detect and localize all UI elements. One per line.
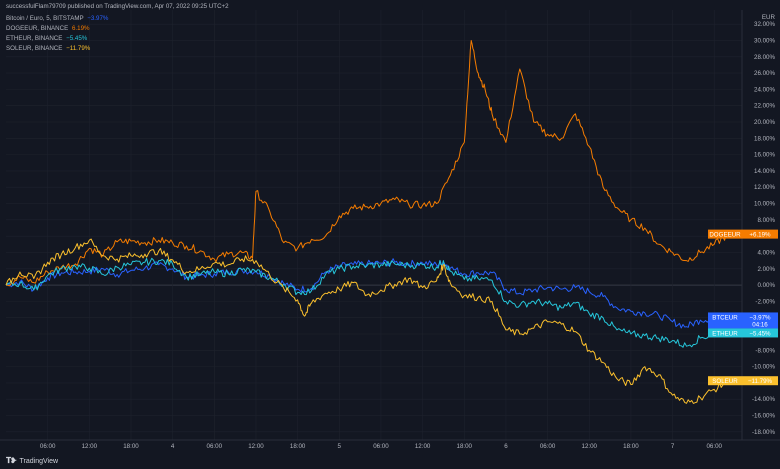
price-tag-value: −5.45% [749, 330, 771, 337]
x-tick-label: 06:00 [540, 443, 556, 450]
price-tag-symbol-box [708, 376, 742, 386]
x-tick-label: 06:00 [373, 443, 389, 450]
price-tag-symbol-box [708, 229, 742, 239]
y-axis-currency-label: EUR [762, 14, 776, 21]
x-tick-label: 18:00 [623, 443, 639, 450]
legend-label: DOGEEUR, BINANCE [6, 25, 69, 32]
price-tag-symbol: DOGEEUR [709, 232, 741, 239]
legend-item-etheur[interactable]: ETHEUR, BINANCE −5.45% [6, 35, 87, 42]
price-tag-dogeeur: DOGEEUR +6.19% [708, 229, 778, 239]
price-tag-symbol-box [708, 312, 742, 329]
price-tag-value: −11.79% [748, 378, 773, 385]
x-tick-label: 4 [171, 443, 175, 450]
x-tick-label: 6 [504, 443, 508, 450]
legend-label: ETHEUR, BINANCE [6, 35, 63, 42]
y-tick-label: 20.00% [754, 119, 775, 126]
price-tag-value-box [742, 312, 778, 329]
series-line-soleur [5, 238, 729, 404]
tradingview-logo-icon: 𝐓❥ [6, 456, 17, 465]
price-tags: BTCEUR −3.97%04:16 DOGEEUR +6.19% ETHEUR −5.4… [708, 229, 778, 386]
y-tick-label: 32.00% [754, 21, 775, 28]
x-tick-label: 7 [671, 443, 675, 450]
x-tick-label: 12:00 [248, 443, 264, 450]
y-tick-label: -16.00% [752, 413, 776, 420]
legend-item-dogeeur[interactable]: DOGEEUR, BINANCE 6.19% [6, 25, 90, 32]
x-axis: 06:00 12:00 18:00 4 06:00 12:00 18:00 5 06:00 12:… [0, 439, 780, 450]
price-tag-symbol-box [708, 328, 742, 338]
legend-item-soleur[interactable]: SOLEUR, BINANCE −11.79% [6, 45, 90, 52]
y-tick-label: -8.00% [755, 347, 775, 354]
x-tick-label: 12:00 [582, 443, 598, 450]
price-tag-btceur: BTCEUR −3.97%04:16 [708, 312, 778, 329]
grid [6, 10, 742, 440]
x-tick-label: 18:00 [457, 443, 473, 450]
series-line-dogeeur [5, 40, 729, 287]
y-tick-label: -14.00% [752, 396, 776, 403]
y-tick-label: 2.00% [757, 266, 775, 273]
x-tick-label: 12:00 [82, 443, 98, 450]
y-tick-label: 8.00% [757, 217, 775, 224]
price-tag-value: +6.19% [749, 232, 771, 239]
price-tag-value-box [742, 328, 778, 338]
y-tick-label: 16.00% [754, 152, 775, 159]
y-tick-label: -18.00% [752, 429, 776, 436]
y-tick-label: 30.00% [754, 37, 775, 44]
y-tick-label: 22.00% [754, 103, 775, 110]
series-line-btceur [5, 258, 729, 329]
price-tag-symbol: ETHEUR [712, 330, 738, 337]
legend-label: SOLEUR, BINANCE [6, 45, 63, 52]
price-tag-countdown: 04:16 [752, 321, 768, 328]
legend-label: Bitcoin / Euro, 5, BITSTAMP [6, 15, 84, 22]
price-tag-symbol: SOLEUR [712, 378, 738, 385]
y-tick-label: 24.00% [754, 86, 775, 93]
y-tick-label: 14.00% [754, 168, 775, 175]
brand-label: TradingView [19, 457, 59, 465]
y-tick-label: -2.00% [755, 298, 775, 305]
y-tick-label: 18.00% [754, 135, 775, 142]
price-tag-value-box [742, 376, 778, 386]
y-tick-label: -10.00% [752, 364, 776, 371]
x-tick-label: 18:00 [290, 443, 306, 450]
x-tick-label: 5 [338, 443, 342, 450]
y-tick-label: 28.00% [754, 54, 775, 61]
price-tag-etheur: ETHEUR −5.45% [708, 328, 778, 338]
legend-change: −11.79% [66, 45, 91, 52]
x-tick-label: 12:00 [415, 443, 431, 450]
legend-item-btceur[interactable]: Bitcoin / Euro, 5, BITSTAMP −3.97% [6, 15, 108, 22]
price-tag-value: −3.97% [749, 314, 771, 321]
y-tick-label: 26.00% [754, 70, 775, 77]
tradingview-brand[interactable]: 𝐓❥ TradingView [6, 456, 58, 466]
x-tick-label: 06:00 [706, 443, 722, 450]
x-tick-label: 06:00 [207, 443, 223, 450]
series-line-etheur [5, 257, 729, 348]
series-lines [5, 40, 729, 404]
y-tick-label: 12.00% [754, 184, 775, 191]
price-tag-value-box [742, 229, 778, 239]
y-tick-label: 10.00% [754, 201, 775, 208]
legend-change: −3.97% [87, 15, 109, 22]
y-tick-label: 4.00% [757, 249, 775, 256]
x-tick-label: 06:00 [40, 443, 56, 450]
publisher-line: successfulFlam79709 published on Trading… [6, 3, 229, 10]
price-tag-symbol: BTCEUR [712, 314, 738, 321]
y-tick-label: 0.00% [757, 282, 775, 289]
x-tick-label: 18:00 [123, 443, 139, 450]
legend-change: −5.45% [66, 35, 88, 42]
price-tag-soleur: SOLEUR −11.79% [708, 376, 778, 386]
legend-change: 6.19% [71, 25, 90, 32]
